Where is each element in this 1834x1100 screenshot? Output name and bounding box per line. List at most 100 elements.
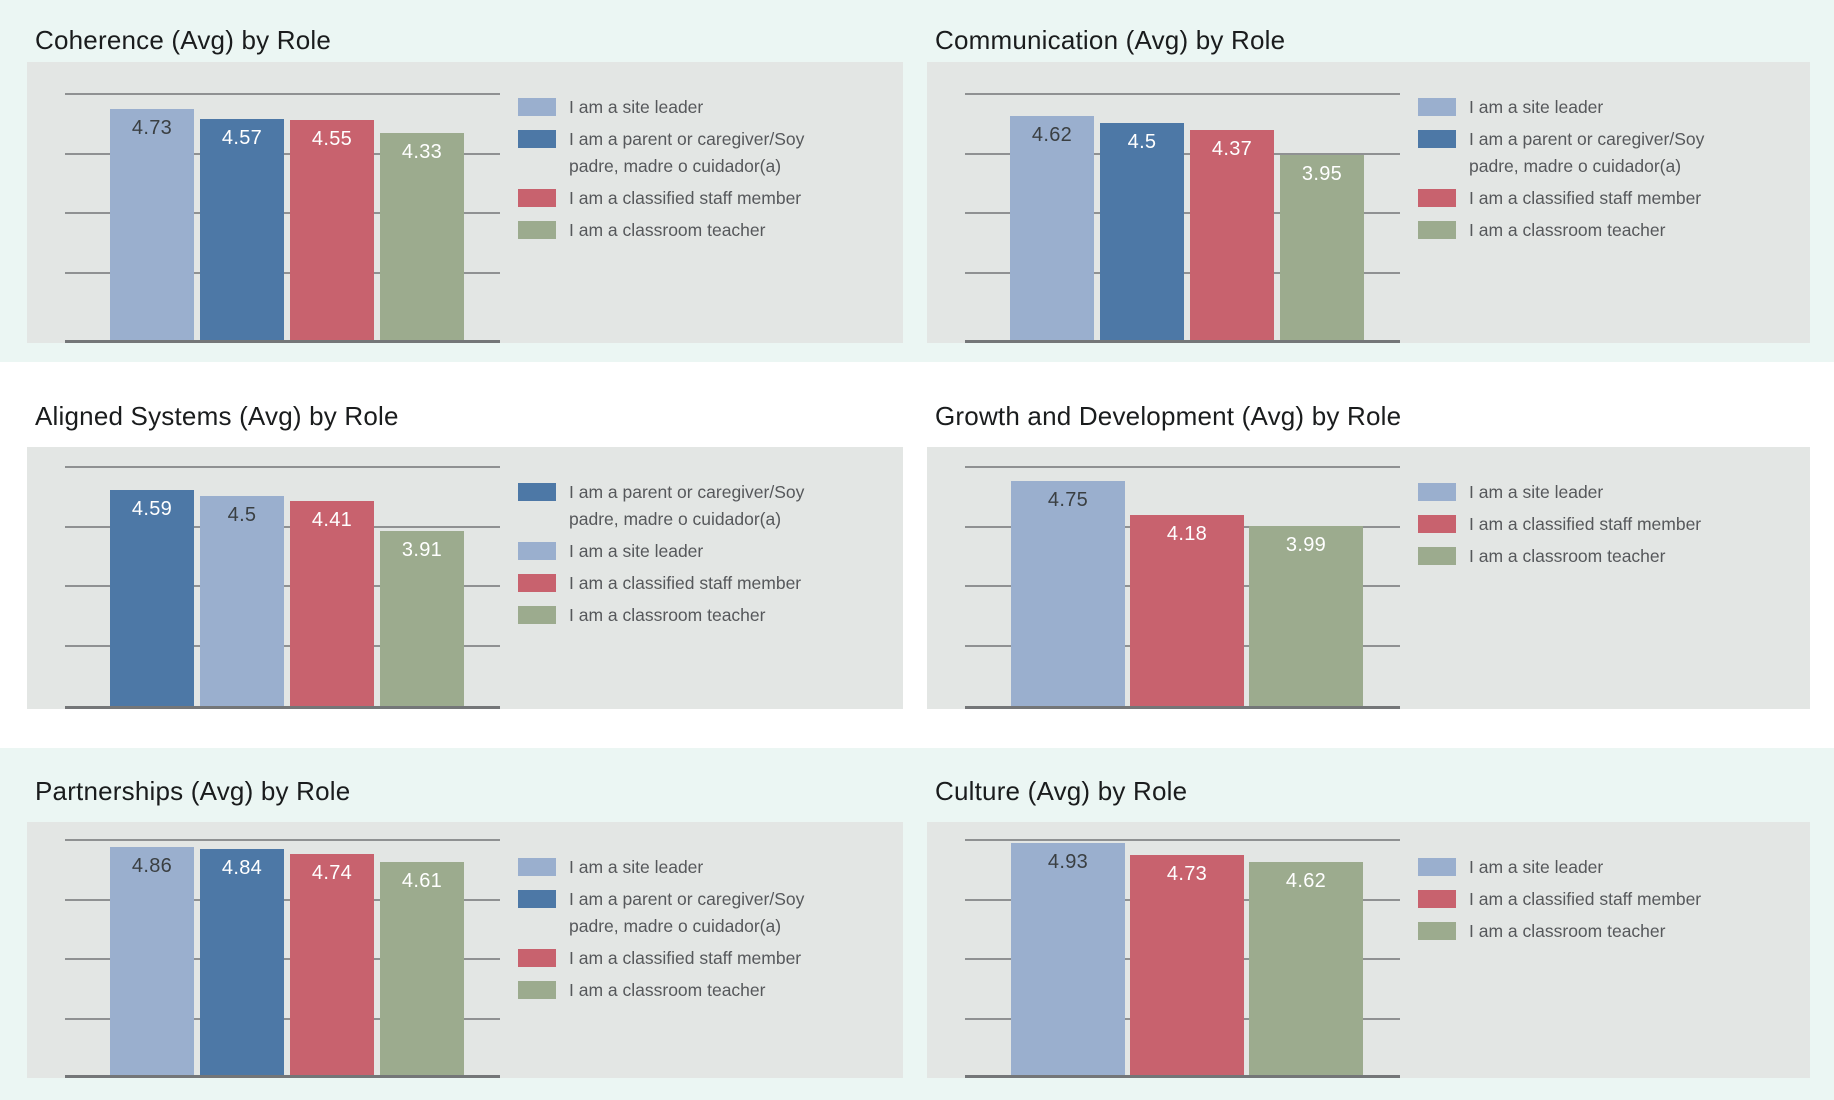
bar-classroom[interactable]: 3.95 <box>1280 155 1364 343</box>
legend-label: I am a classified staff member <box>1469 514 1702 534</box>
bar-parent[interactable]: 4.59 <box>110 490 194 709</box>
legend-swatch <box>1418 130 1456 148</box>
legend-swatch <box>518 890 556 908</box>
gridline-5 <box>65 839 500 841</box>
gridline-5 <box>65 93 500 95</box>
legend-item-parent: I am a parent or caregiver/Soy padre, ma… <box>518 886 888 940</box>
bar-value-label: 4.18 <box>1166 522 1208 545</box>
bar-site-leader[interactable]: 4.62 <box>1010 115 1094 343</box>
chart-title: Culture (Avg) by Role <box>935 776 1188 806</box>
gridline-5 <box>965 839 1400 841</box>
chart-card: Growth and Development (Avg) by Role 4.7… <box>927 362 1810 709</box>
bar-site-leader[interactable]: 4.73 <box>110 109 194 343</box>
legend-swatch <box>518 606 556 624</box>
bar-value-label: 4.55 <box>311 127 353 150</box>
legend-item-site-leader: I am a site leader <box>1418 94 1788 121</box>
legend-item-classified: I am a classified staff member <box>518 570 888 597</box>
bar-value-label: 4.57 <box>221 126 263 149</box>
bar-site-leader[interactable]: 4.93 <box>1011 843 1125 1078</box>
legend-swatch <box>518 981 556 999</box>
bar-value-label: 4.74 <box>311 862 353 885</box>
bar-site-leader[interactable]: 4.75 <box>1011 480 1125 709</box>
legend-swatch <box>1418 890 1456 908</box>
bar-classroom[interactable]: 4.33 <box>380 132 464 343</box>
chart-title: Partnerships (Avg) by Role <box>35 776 351 806</box>
legend-label: I am a parent or caregiver/Soy padre, ma… <box>569 129 805 176</box>
bar-value-label: 4.41 <box>311 509 353 532</box>
x-axis-line <box>965 706 1400 709</box>
legend-item-classified: I am a classified staff member <box>1418 886 1788 913</box>
chart-panel: 4.93 4.73 4.62 I am a site leader I am a cl… <box>927 822 1810 1078</box>
legend-item-classified: I am a classified staff member <box>1418 185 1788 212</box>
bar-classroom[interactable]: 3.91 <box>380 530 464 709</box>
bar-value-label: 3.95 <box>1301 163 1343 186</box>
gridline-5 <box>965 466 1400 468</box>
legend-item-classified: I am a classified staff member <box>518 945 888 972</box>
legend-item-classified: I am a classified staff member <box>1418 511 1788 538</box>
bar-classroom[interactable]: 4.62 <box>1249 861 1363 1078</box>
chart-legend: I am a site leader I am a classified staf… <box>1418 479 1788 575</box>
bar-value-label: 4.62 <box>1031 123 1073 146</box>
legend-swatch <box>1418 98 1456 116</box>
legend-item-site-leader: I am a site leader <box>518 854 888 881</box>
gridline-5 <box>965 93 1400 95</box>
x-axis-line <box>65 1075 500 1078</box>
bar-parent[interactable]: 4.84 <box>200 848 284 1078</box>
bar-classroom[interactable]: 3.99 <box>1249 526 1363 709</box>
chart-card: Aligned Systems (Avg) by Role 4.59 4.5 4.4… <box>27 362 903 709</box>
bar-parent[interactable]: 4.5 <box>1100 122 1184 343</box>
legend-label: I am a classroom teacher <box>1469 921 1666 941</box>
bar-value-label: 4.62 <box>1285 869 1327 892</box>
report-band-bottom: Partnerships (Avg) by Role 4.86 4.84 4.74 4… <box>0 748 1834 1100</box>
bar-value-label: 4.5 <box>1127 130 1157 153</box>
bar-classified[interactable]: 4.74 <box>290 854 374 1078</box>
chart-card: Coherence (Avg) by Role 4.73 4.57 4.55 4.33… <box>27 0 903 343</box>
legend-item-classified: I am a classified staff member <box>518 185 888 212</box>
legend-item-site-leader: I am a site leader <box>518 538 888 565</box>
bar-site-leader[interactable]: 4.86 <box>110 847 194 1078</box>
bar-value-label: 4.75 <box>1047 488 1089 511</box>
report-band-middle: Aligned Systems (Avg) by Role 4.59 4.5 4.4… <box>0 362 1834 748</box>
legend-item-parent: I am a parent or caregiver/Soy padre, ma… <box>1418 126 1788 180</box>
legend-label: I am a parent or caregiver/Soy padre, ma… <box>569 889 805 936</box>
chart-panel: 4.73 4.57 4.55 4.33 I am a site leader I am … <box>27 62 903 343</box>
legend-label: I am a site leader <box>1469 97 1604 117</box>
bar-classified[interactable]: 4.41 <box>290 501 374 709</box>
bar-classified[interactable]: 4.73 <box>1130 855 1244 1078</box>
chart-title: Communication (Avg) by Role <box>935 25 1286 55</box>
legend-item-classroom: I am a classroom teacher <box>518 977 888 1004</box>
bar-classified[interactable]: 4.18 <box>1130 514 1244 709</box>
chart-title: Growth and Development (Avg) by Role <box>935 401 1402 431</box>
bar-site-leader[interactable]: 4.5 <box>200 495 284 709</box>
chart-legend: I am a parent or caregiver/Soy padre, ma… <box>518 479 888 634</box>
legend-label: I am a site leader <box>569 857 704 877</box>
chart-panel: 4.59 4.5 4.41 3.91 I am a parent or caregiv… <box>27 447 903 709</box>
bar-value-label: 3.91 <box>401 538 443 561</box>
legend-swatch <box>518 483 556 501</box>
legend-label: I am a classified staff member <box>1469 188 1702 208</box>
bar-classified[interactable]: 4.55 <box>290 119 374 343</box>
legend-swatch <box>1418 858 1456 876</box>
legend-swatch <box>1418 547 1456 565</box>
report-band-top: Coherence (Avg) by Role 4.73 4.57 4.55 4.33… <box>0 0 1834 362</box>
legend-swatch <box>1418 189 1456 207</box>
chart-title: Coherence (Avg) by Role <box>35 25 332 55</box>
chart-legend: I am a site leader I am a parent or careg… <box>518 94 888 249</box>
legend-swatch <box>518 542 556 560</box>
chart-legend: I am a site leader I am a parent or careg… <box>1418 94 1788 249</box>
x-axis-line <box>965 340 1400 343</box>
legend-label: I am a classified staff member <box>569 188 802 208</box>
legend-label: I am a site leader <box>569 541 704 561</box>
bar-classroom[interactable]: 4.61 <box>380 862 464 1078</box>
legend-label: I am a site leader <box>1469 482 1604 502</box>
bar-value-label: 4.84 <box>221 856 263 879</box>
x-axis-line <box>65 706 500 709</box>
legend-label: I am a parent or caregiver/Soy padre, ma… <box>569 482 805 529</box>
bar-classified[interactable]: 4.37 <box>1190 130 1274 343</box>
legend-item-classroom: I am a classroom teacher <box>518 217 888 244</box>
legend-item-classroom: I am a classroom teacher <box>1418 543 1788 570</box>
chart-panel: 4.86 4.84 4.74 4.61 I am a site leader I am … <box>27 822 903 1078</box>
chart-row: Aligned Systems (Avg) by Role 4.59 4.5 4.4… <box>0 362 1834 709</box>
bar-parent[interactable]: 4.57 <box>200 118 284 343</box>
legend-swatch <box>518 98 556 116</box>
